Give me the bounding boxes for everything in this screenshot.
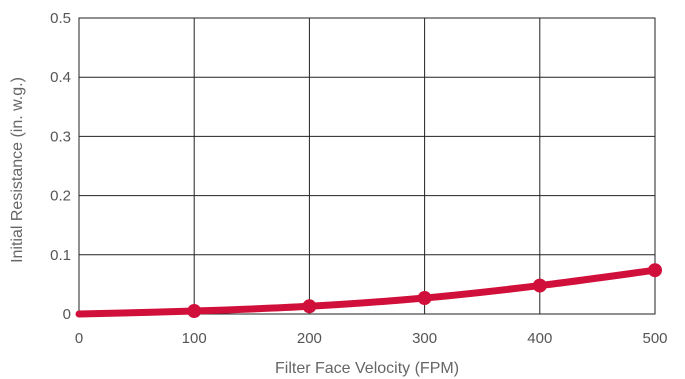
x-tick-label: 0 — [75, 330, 83, 347]
data-point — [187, 304, 202, 319]
y-tick-label: 0.4 — [50, 69, 71, 86]
y-tick-label: 0 — [63, 306, 71, 323]
x-tick-label: 400 — [527, 330, 552, 347]
y-axis-title: Initial Resistance (in. w.g.) — [9, 77, 26, 263]
x-tick-label: 200 — [297, 330, 322, 347]
plot-area — [78, 17, 656, 315]
data-point — [532, 278, 547, 293]
plot-frame — [78, 17, 656, 315]
y-tick-label: 0.2 — [50, 188, 71, 205]
y-axis-ticks: 0 0.1 0.2 0.3 0.4 0.5 — [50, 10, 71, 323]
x-axis-title: Filter Face Velocity (FPM) — [275, 360, 459, 377]
x-axis-ticks: 0 100 200 300 400 500 — [75, 330, 668, 347]
x-tick-label: 500 — [642, 330, 667, 347]
series — [75, 263, 662, 319]
data-point — [417, 291, 432, 306]
y-tick-label: 0.5 — [50, 10, 71, 27]
data-point — [302, 299, 317, 314]
y-tick-label: 0.3 — [50, 128, 71, 145]
grid — [79, 18, 655, 314]
data-point — [648, 263, 662, 278]
x-tick-label: 100 — [182, 330, 207, 347]
series-line — [75, 266, 659, 318]
y-tick-label: 0.1 — [50, 247, 71, 264]
x-tick-label: 300 — [412, 330, 437, 347]
